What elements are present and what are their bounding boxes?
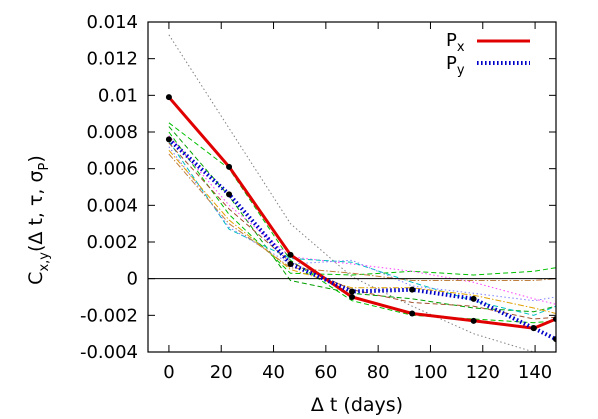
legend-label-px: Px: [446, 30, 465, 55]
y-label-close: ): [25, 155, 47, 162]
y-tick-label-1: -0.002: [80, 305, 138, 326]
series-0-point-1: [226, 163, 233, 170]
x-tick-label-7: 140: [518, 362, 552, 383]
y-tick-label-5: 0.006: [86, 159, 138, 180]
x-tick-label-4: 80: [367, 362, 390, 383]
y-tick-label-2: 0: [127, 269, 138, 290]
background-series-line-8: [168, 142, 556, 320]
x-tick-label-1: 20: [210, 362, 233, 383]
x-tick-label-2: 40: [262, 362, 285, 383]
legend-label-py: Py: [446, 53, 465, 78]
background-series-line-2: [168, 126, 556, 313]
y-tick-label-3: 0.002: [86, 232, 138, 253]
background-series-line-6: [168, 146, 556, 302]
x-tick-label-6: 120: [466, 362, 500, 383]
y-axis-label: Cx,y(Δ t, τ, σP): [25, 155, 52, 285]
tick-group: 0 20 40 60 80 100 120 140 -0.004 -0.002 0 0.002 0.00…: [80, 12, 556, 383]
main-series-group: [165, 94, 556, 343]
x-tick-label-3: 60: [314, 362, 337, 383]
series-1-point-2: [287, 261, 294, 267]
y-label-main-sub: x,y: [37, 252, 52, 272]
background-series-line-7: [168, 149, 556, 314]
y-tick-label-9: 0.014: [86, 12, 138, 33]
x-axis-label: Δ t (days): [311, 394, 403, 416]
x-tick-label-5: 100: [413, 362, 447, 383]
background-series-line-9: [168, 153, 556, 281]
background-series-line-5: [168, 140, 556, 316]
background-series-line-4: [168, 135, 556, 305]
series-0-point-7: [553, 316, 556, 322]
legend-py-name: P: [446, 53, 457, 74]
series-1-point-0: [165, 136, 172, 143]
background-series-line-3: [168, 131, 556, 276]
legend-px-sub: x: [457, 40, 465, 55]
series-1-point-3: [349, 288, 355, 295]
y-label-paren-sub: P: [37, 162, 52, 170]
y-label-open: (Δ t, τ, σ: [25, 170, 47, 252]
series-0-point-2: [287, 251, 294, 258]
y-tick-label-0: -0.004: [80, 342, 138, 363]
legend: Px Py: [446, 30, 530, 78]
series-0-point-5: [470, 317, 477, 324]
legend-px-name: P: [446, 30, 457, 51]
series-1-point-4: [409, 286, 416, 293]
y-label-main: C: [25, 272, 47, 285]
y-tick-label-6: 0.008: [86, 122, 138, 143]
y-tick-label-4: 0.004: [86, 195, 138, 216]
series-line-0: [167, 96, 556, 330]
y-tick-label-8: 0.012: [86, 49, 138, 70]
series-0-point-3: [349, 294, 355, 300]
legend-py-sub: y: [457, 63, 465, 78]
series-line-1: [167, 137, 556, 341]
plot-frame: [147, 21, 557, 353]
series-1-point-7: [553, 336, 556, 343]
series-1-point-6: [530, 325, 537, 332]
series-0-point-4: [409, 310, 416, 317]
background-series-line-0: [168, 34, 556, 352]
background-series-line-1: [168, 122, 556, 324]
series-0-point-0: [165, 94, 172, 101]
series-1-point-5: [470, 295, 477, 302]
x-tick-label-0: 0: [163, 362, 174, 383]
series-1-point-1: [226, 191, 233, 198]
background-series-group: [168, 34, 556, 352]
y-tick-label-7: 0.01: [98, 85, 138, 106]
